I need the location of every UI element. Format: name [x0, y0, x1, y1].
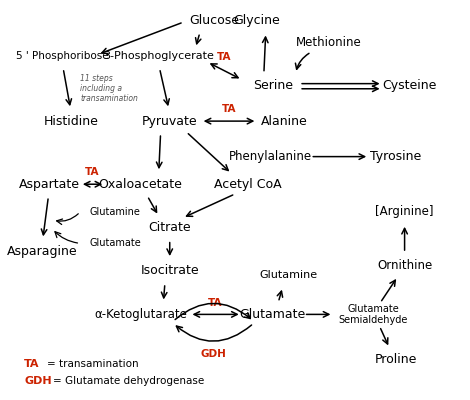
- Text: 3-Phosphoglycerate: 3-Phosphoglycerate: [103, 51, 214, 61]
- Text: Acetyl CoA: Acetyl CoA: [214, 178, 282, 191]
- Text: TA: TA: [217, 52, 232, 62]
- Text: Ornithine: Ornithine: [377, 258, 432, 272]
- Text: α-Ketoglutarate: α-Ketoglutarate: [94, 308, 187, 321]
- Text: Glutamate
Semialdehyde: Glutamate Semialdehyde: [338, 304, 408, 325]
- Text: Glutamine: Glutamine: [89, 207, 140, 217]
- Text: Citrate: Citrate: [149, 221, 191, 234]
- Text: Isocitrate: Isocitrate: [141, 264, 199, 278]
- Text: Glutamate: Glutamate: [89, 238, 141, 248]
- Text: GDH: GDH: [24, 376, 52, 386]
- Text: TA: TA: [86, 167, 100, 177]
- Text: Proline: Proline: [375, 353, 417, 366]
- Text: Methionine: Methionine: [296, 36, 361, 49]
- Text: TA: TA: [24, 359, 40, 369]
- Text: TA: TA: [208, 298, 223, 308]
- Text: Alanine: Alanine: [260, 115, 307, 128]
- Text: Aspartate: Aspartate: [18, 178, 79, 191]
- Text: = Glutamate dehydrogenase: = Glutamate dehydrogenase: [54, 376, 204, 386]
- Text: Cysteine: Cysteine: [382, 79, 436, 92]
- Text: Glutamate: Glutamate: [240, 308, 306, 321]
- Text: Histidine: Histidine: [44, 115, 99, 128]
- Text: 5 ' Phosphoribose: 5 ' Phosphoribose: [16, 51, 109, 61]
- Text: Pyruvate: Pyruvate: [142, 115, 197, 128]
- Text: Serine: Serine: [253, 79, 293, 92]
- Text: TA: TA: [222, 104, 236, 114]
- Text: Glutamine: Glutamine: [259, 270, 317, 280]
- Text: Asparagine: Asparagine: [7, 245, 78, 258]
- Text: = transamination: = transamination: [47, 359, 138, 369]
- Text: Glycine: Glycine: [234, 14, 280, 27]
- Text: 11 steps
including a
transamination: 11 steps including a transamination: [80, 74, 138, 104]
- Text: Glucose: Glucose: [189, 14, 240, 27]
- Text: [Arginine]: [Arginine]: [376, 205, 434, 218]
- Text: GDH: GDH: [200, 349, 226, 359]
- Text: Tyrosine: Tyrosine: [370, 150, 421, 163]
- Text: Oxaloacetate: Oxaloacetate: [99, 178, 183, 191]
- Text: Phenylalanine: Phenylalanine: [229, 150, 312, 163]
